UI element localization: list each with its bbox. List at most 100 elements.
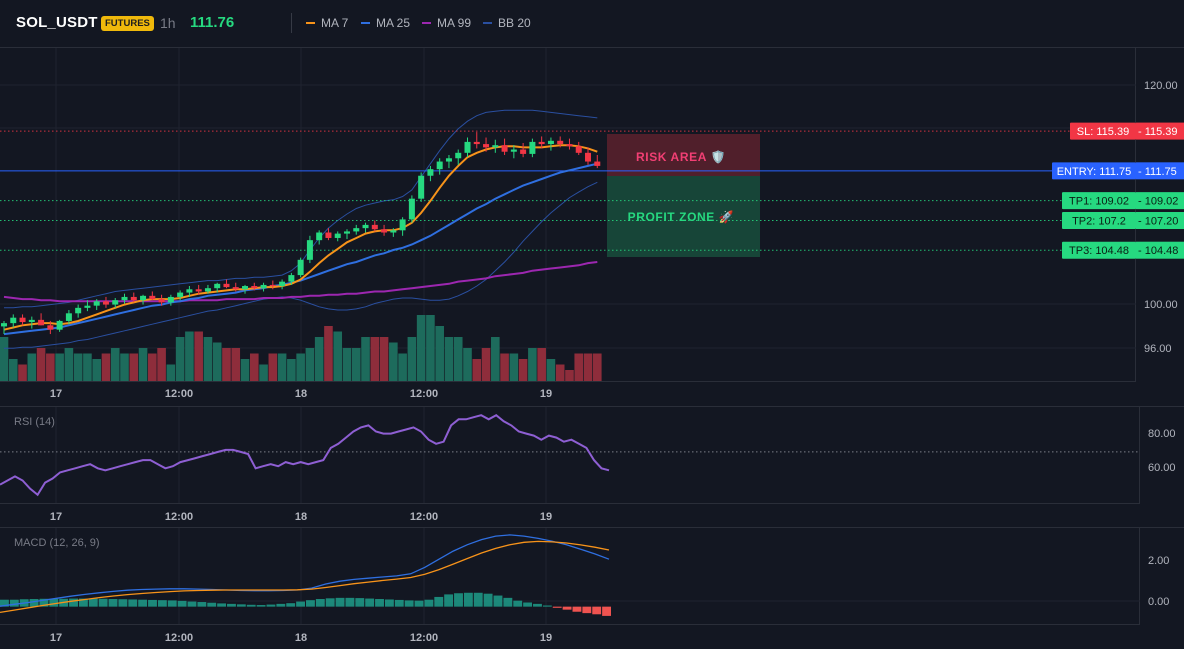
candle-body — [195, 289, 202, 292]
volume-bar — [370, 337, 380, 381]
tp3-tag-label: TP3: 104.48 — [1069, 245, 1129, 257]
candle-body — [316, 232, 323, 241]
candle-body — [223, 283, 230, 288]
volume-bar — [546, 359, 556, 381]
time-tick: 17 — [50, 511, 62, 523]
candle-body — [436, 161, 443, 170]
macd-histogram-bar — [217, 603, 227, 607]
macd-histogram-bar — [345, 597, 355, 607]
macd-histogram-bar — [197, 602, 207, 607]
candlesticks — [1, 132, 601, 335]
price-tick: 120.00 — [1144, 80, 1178, 92]
legend-ma7[interactable]: MA 7 — [306, 16, 348, 30]
macd-label: MACD (12, 26, 9) — [14, 537, 100, 549]
macd-tick: 0.00 — [1148, 596, 1169, 608]
volume-bar — [157, 348, 166, 381]
macd-histogram-bar — [49, 598, 59, 607]
time-tick: 19 — [540, 511, 552, 523]
candle-body — [242, 286, 249, 290]
tp1-price-label: - 109.02 — [1138, 196, 1178, 208]
entry-price-label: - 111.75 — [1138, 166, 1177, 178]
macd-histogram-bar — [394, 599, 404, 607]
time-axes[interactable]: 17 12:00 18 12:00 19 17 12:00 18 12:00 19 17 12:00 1… — [50, 388, 552, 644]
macd-histogram-bar — [424, 599, 434, 607]
legend-ma25[interactable]: MA 25 — [361, 16, 410, 30]
candle-body — [121, 296, 128, 301]
volume-bar — [481, 348, 491, 381]
tp3-price-box — [1136, 241, 1184, 259]
candle-body — [75, 307, 82, 314]
volume-bar — [500, 353, 509, 381]
sl-price-label: - 115.39 — [1138, 126, 1178, 138]
macd-histogram-bar — [533, 603, 542, 607]
volume-bar — [212, 342, 222, 381]
macd-histogram-bar — [227, 603, 236, 607]
macd-histogram-bar — [365, 598, 375, 607]
entry-tag-box — [1052, 162, 1136, 180]
macd-histogram-bar — [523, 602, 533, 607]
macd-histogram-bar — [118, 599, 128, 607]
volume-bar — [55, 353, 64, 381]
top-bar: SOL_USDT FUTURES 1h 111.76 MA 7 MA 25 MA… — [0, 0, 1184, 48]
volume-bar — [240, 359, 250, 381]
candle-body — [232, 287, 239, 290]
symbol-name[interactable]: SOL_USDT — [16, 14, 98, 31]
candle-body — [334, 233, 341, 238]
price-tick: 100.00 — [1144, 299, 1178, 311]
volume-bar — [426, 315, 435, 381]
candle-body — [353, 228, 360, 232]
legend-ma99[interactable]: MA 99 — [422, 16, 471, 30]
entry-price-box — [1136, 162, 1184, 180]
macd-histogram-bar — [88, 598, 98, 607]
volume-bar — [222, 348, 231, 381]
volume-bar — [351, 348, 361, 381]
moving-averages — [3, 144, 598, 336]
volume-bar — [518, 359, 528, 381]
rsi-tick: 60.00 — [1148, 462, 1176, 474]
macd-histogram-bar — [473, 592, 483, 607]
risk-area-zone[interactable] — [607, 134, 760, 176]
volume-bar — [296, 353, 305, 381]
volume-bar — [583, 353, 593, 381]
signal-line — [0, 540, 610, 614]
legend-bb20[interactable]: BB 20 — [483, 16, 531, 30]
candle-body — [214, 283, 221, 289]
macd-histogram-bar — [157, 600, 167, 607]
macd-histogram-bar — [266, 604, 276, 607]
macd-histogram-bar — [503, 597, 513, 607]
candle-body — [279, 281, 286, 287]
macd-histogram-bar — [236, 604, 246, 607]
macd-histogram-bar — [148, 599, 157, 607]
candle-body — [306, 240, 313, 260]
volume-bar — [185, 331, 194, 381]
macd-histogram-bar — [384, 599, 394, 607]
volume-bar — [46, 353, 55, 381]
volume-bar — [472, 359, 482, 381]
candle-body — [38, 319, 45, 326]
volume-bar — [435, 326, 444, 381]
candle-body — [483, 144, 490, 148]
risk-area-label: RISK AREA 🛡️ — [636, 150, 726, 164]
candle-body — [418, 175, 425, 199]
price-axis[interactable]: 120.00 100.00 96.00 — [1144, 80, 1178, 355]
macd-histogram-bar — [138, 599, 148, 607]
volume-bar — [528, 348, 537, 381]
volume-bar — [0, 337, 9, 381]
macd-histogram-bar — [78, 598, 88, 607]
volume-bar — [537, 348, 546, 381]
macd-histogram-bar — [404, 600, 414, 607]
macd-indicator — [0, 534, 611, 616]
timeframe-selector[interactable]: 1h — [160, 15, 176, 31]
candle-body — [251, 286, 258, 289]
rsi-tick: 80.00 — [1148, 428, 1176, 440]
macd-histogram-bar — [207, 602, 217, 607]
volume-bar — [138, 348, 148, 381]
volume-bar — [73, 353, 83, 381]
macd-histogram-bar — [414, 600, 424, 607]
volume-bar — [249, 353, 259, 381]
profit-zone-label: PROFIT ZONE 🚀 — [628, 210, 735, 224]
macd-histogram-bar — [296, 601, 305, 607]
candle-body — [19, 317, 26, 323]
profit-zone[interactable] — [607, 176, 760, 257]
